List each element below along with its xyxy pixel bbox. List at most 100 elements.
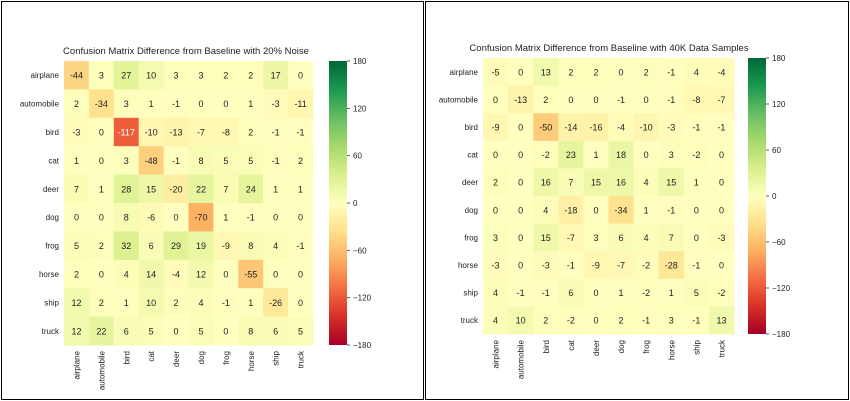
heatmap-cell bbox=[583, 196, 609, 225]
cell-value: 16 bbox=[616, 178, 626, 188]
cell-value: 23 bbox=[566, 150, 576, 160]
cell-value: -9 bbox=[492, 123, 500, 133]
heatmap-cell bbox=[64, 203, 90, 232]
cell-value: 2 bbox=[99, 298, 104, 308]
cell-value: 2 bbox=[74, 270, 79, 280]
cell-value: -34 bbox=[95, 99, 108, 109]
cell-value: 0 bbox=[273, 213, 278, 223]
colorbar-tick-label: 60 bbox=[772, 146, 781, 155]
heatmap-cell bbox=[138, 174, 165, 204]
row-label: cat bbox=[48, 156, 59, 165]
heatmap-cell bbox=[708, 85, 735, 114]
cell-value: -34 bbox=[615, 205, 628, 215]
cell-value: 29 bbox=[171, 241, 181, 251]
heatmap-cell bbox=[683, 140, 710, 169]
heatmap-cell bbox=[558, 278, 584, 307]
cell-value: -1 bbox=[692, 316, 700, 326]
cell-value: -2 bbox=[642, 288, 650, 298]
heatmap-cell bbox=[708, 196, 735, 225]
heatmap-cell bbox=[88, 231, 115, 261]
heatmap-cell bbox=[238, 288, 264, 318]
cell-value: -1 bbox=[272, 128, 280, 138]
heatmap-cell bbox=[533, 58, 559, 87]
cell-value: 0 bbox=[74, 213, 79, 223]
heatmap-cell bbox=[138, 61, 165, 90]
row-label: automobile bbox=[439, 95, 479, 104]
cell-value: -1 bbox=[642, 316, 650, 326]
cell-value: 28 bbox=[121, 184, 131, 194]
cell-value: 5 bbox=[198, 326, 203, 336]
colorbar bbox=[748, 58, 766, 334]
cell-value: 0 bbox=[619, 67, 624, 77]
cell-value: -1 bbox=[517, 288, 525, 298]
cell-value: -44 bbox=[70, 71, 83, 81]
cell-value: 1 bbox=[149, 99, 154, 109]
colorbar-tick-label: −180 bbox=[772, 330, 791, 339]
cell-value: 4 bbox=[273, 241, 278, 251]
heatmap-cell bbox=[88, 117, 115, 147]
heatmap-cell bbox=[64, 316, 90, 346]
panel-noise: Confusion Matrix Difference from Baselin… bbox=[1, 1, 424, 400]
cell-value: 22 bbox=[196, 184, 206, 194]
cell-value: 2 bbox=[74, 99, 79, 109]
cell-value: -1 bbox=[692, 261, 700, 271]
heatmap-cell bbox=[263, 288, 289, 318]
heatmap-cell bbox=[708, 168, 735, 197]
cell-value: -7 bbox=[617, 261, 625, 271]
heatmap-cell bbox=[188, 288, 214, 318]
heatmap-cell bbox=[288, 89, 314, 119]
heatmap-cell bbox=[558, 168, 584, 197]
cell-value: 17 bbox=[271, 71, 281, 81]
heatmap-cell bbox=[88, 203, 115, 232]
heatmap-cell bbox=[113, 146, 140, 176]
cell-value: -9 bbox=[592, 261, 600, 271]
cell-value: -13 bbox=[170, 128, 183, 138]
heatmap-cell bbox=[288, 146, 314, 176]
heatmap-cell bbox=[483, 85, 509, 114]
cell-value: 2 bbox=[223, 71, 228, 81]
heatmap-cell bbox=[533, 140, 559, 169]
chart-title: Confusion Matrix Difference from Baselin… bbox=[63, 46, 309, 57]
heatmap-cell bbox=[683, 113, 710, 142]
cell-value: 15 bbox=[666, 178, 676, 188]
cell-value: 0 bbox=[174, 213, 179, 223]
cell-value: 2 bbox=[593, 67, 598, 77]
cell-value: -7 bbox=[197, 128, 205, 138]
cell-value: 0 bbox=[99, 270, 104, 280]
cell-value: 12 bbox=[71, 326, 81, 336]
cell-value: 1 bbox=[669, 288, 674, 298]
cell-value: -20 bbox=[170, 184, 183, 194]
col-label: automobile bbox=[517, 339, 526, 379]
heatmap-cell bbox=[583, 306, 609, 335]
cell-value: 6 bbox=[273, 326, 278, 336]
cell-value: -3 bbox=[72, 128, 80, 138]
heatmap-cell bbox=[683, 251, 710, 280]
heatmap-cell bbox=[683, 223, 710, 252]
colorbar-tick-label: −120 bbox=[772, 284, 791, 293]
heatmap-cell bbox=[138, 316, 165, 346]
heatmap-cell bbox=[113, 288, 140, 318]
heatmap-cell bbox=[263, 316, 289, 346]
heatmap-cell bbox=[508, 251, 534, 280]
heatmap-cell bbox=[558, 85, 584, 114]
cell-value: 0 bbox=[223, 326, 228, 336]
heatmap-cell bbox=[113, 174, 140, 204]
heatmap-cell bbox=[288, 61, 314, 90]
col-label: horse bbox=[667, 339, 676, 360]
cell-value: 4 bbox=[644, 233, 649, 243]
heatmap-cell bbox=[708, 306, 735, 335]
heatmap-cell bbox=[583, 278, 609, 307]
heatmap-cell bbox=[708, 251, 735, 280]
heatmap-cell bbox=[188, 174, 214, 204]
heatmap-cell bbox=[608, 196, 635, 225]
cell-value: -48 bbox=[145, 156, 158, 166]
heatmap-cell bbox=[483, 140, 509, 169]
heatmap-cell bbox=[263, 174, 289, 204]
cell-value: -2 bbox=[692, 150, 700, 160]
chart-title: Confusion Matrix Difference from Baselin… bbox=[469, 43, 748, 54]
heatmap-cell bbox=[533, 223, 559, 252]
heatmap-cell bbox=[238, 61, 264, 90]
cell-value: 12 bbox=[71, 298, 81, 308]
cell-value: -3 bbox=[542, 261, 550, 271]
heatmap-cell bbox=[558, 58, 584, 87]
